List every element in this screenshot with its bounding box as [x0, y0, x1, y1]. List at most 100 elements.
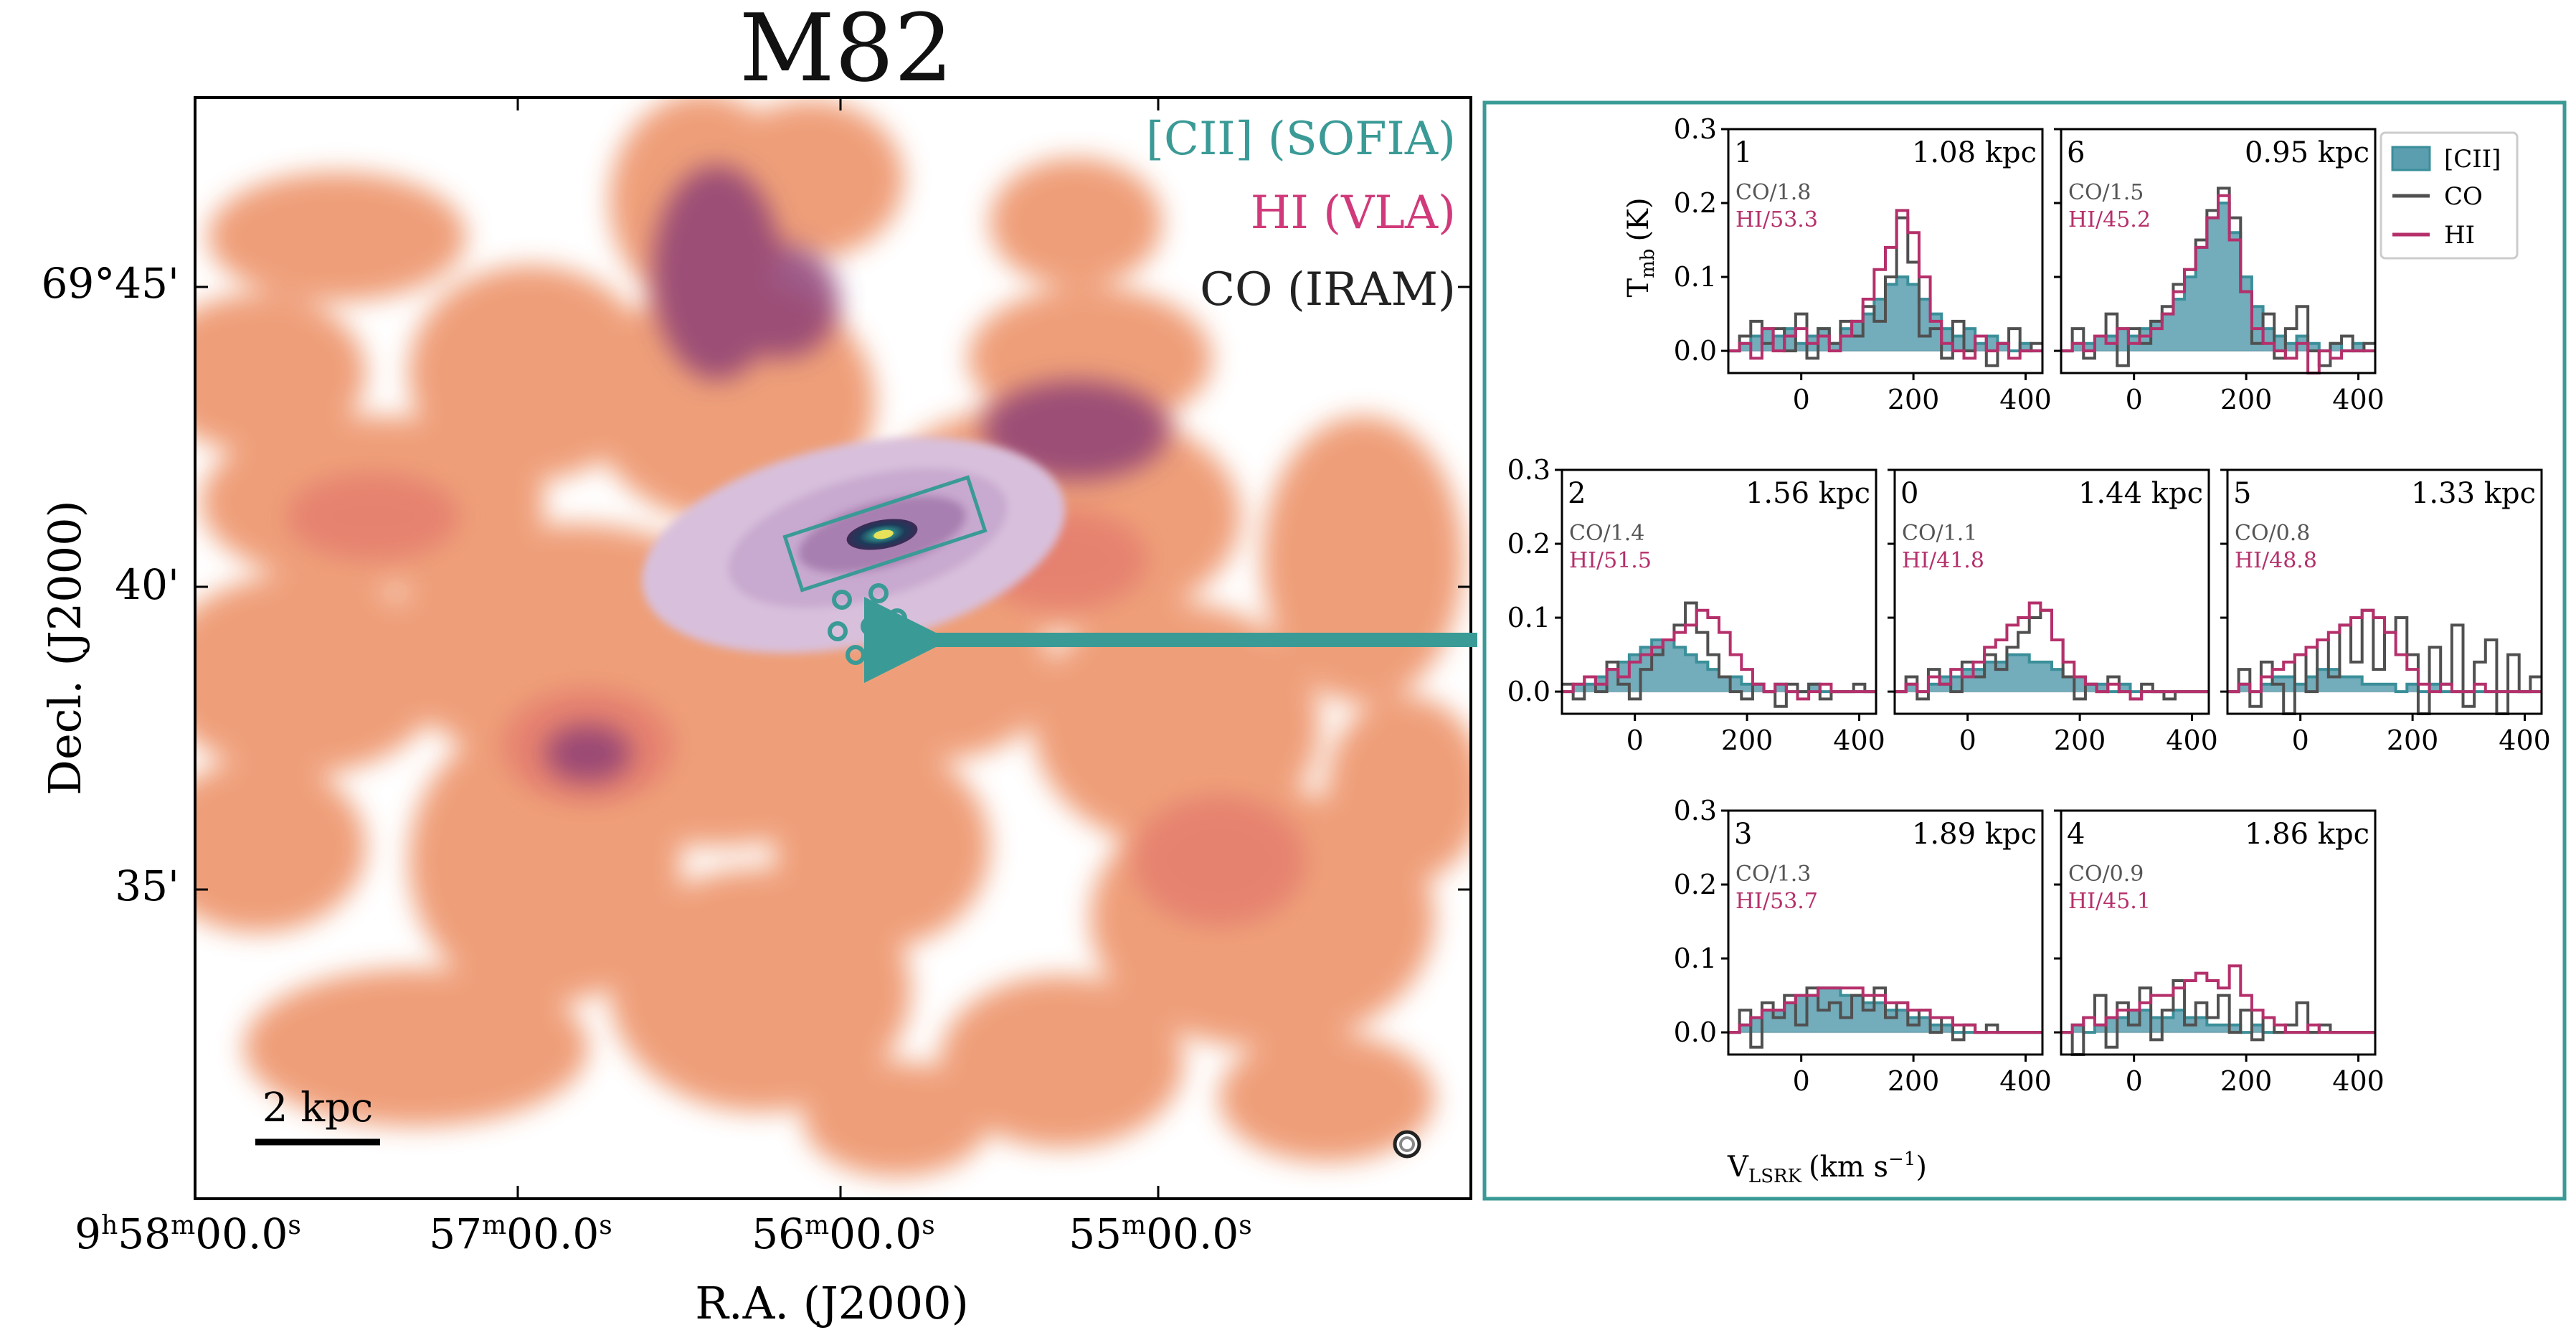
xtick-label: 200: [1888, 1065, 1940, 1097]
panel-id: 3: [1734, 818, 1752, 851]
pointing-4: [846, 645, 866, 665]
ytick-label: 0.1: [1674, 261, 1717, 293]
spectrum-panel-0: 0 200 400 0 1.44 kpc CO/1.1HI/41.8: [1888, 468, 2218, 756]
xtick-label: 400: [2166, 725, 2218, 756]
hi-line-3: [1728, 986, 2042, 1034]
ytick-label: 0.2: [1674, 187, 1717, 219]
ytick-label: 0.3: [1674, 795, 1717, 826]
xtick-label: 400: [1999, 1065, 2052, 1097]
panel-frame: [2226, 468, 2543, 715]
hi-scale-label: HI/41.8: [1902, 548, 1984, 573]
spectrum-panel-4: 0 200 400 4 1.86 kpc CO/0.9HI/45.1: [2054, 809, 2385, 1097]
hi-scale-label: HI/45.1: [2068, 889, 2151, 914]
legend-co-label: CO: [2444, 182, 2483, 211]
map-ylabel: Decl. (J2000): [39, 500, 91, 795]
xtick-label: 200: [2387, 725, 2439, 756]
panel-bg: [2227, 470, 2542, 714]
map-ytick-1: 40': [115, 560, 179, 609]
hi-scale-label: HI/53.3: [1736, 207, 1818, 232]
spectrum-panel-3: 0 200 400 0.0 0.1 0.2 0.3 3 1.89 kpc CO/1.3HI/53.…: [1674, 795, 2052, 1097]
map-panel: 2 kpc [CII] (SOFIA) HI (VLA) CO (IRAM) 6…: [39, 96, 1472, 1329]
ytick-label: 0.0: [1674, 335, 1717, 367]
spectrum-panel-1: 0 200 400 0.0 0.1 0.2 0.3 1 1.08 kpc CO/1.8HI/53.…: [1674, 113, 2052, 415]
spectra-legend: [CII] CO HI: [2380, 131, 2519, 260]
xtick-label: 0: [1626, 725, 1644, 756]
spectra-ylabel: Tmb(K): [1622, 197, 1659, 297]
xtick-label: 400: [1999, 384, 2052, 415]
panel-frame: [1561, 468, 1877, 715]
co-scale-label: CO/0.8: [2235, 521, 2310, 546]
pointing-2: [832, 590, 852, 610]
legend-co: CO (IRAM): [1200, 263, 1456, 316]
co-scale-label: CO/1.1: [1902, 521, 1977, 546]
xtick-label: 0: [1959, 725, 1976, 756]
panel-id: 2: [1568, 477, 1586, 510]
cii-fill-0: [1895, 654, 2209, 692]
ytick-label: 0.0: [1507, 676, 1550, 707]
co-line-5: [2227, 608, 2542, 715]
co-scale-label: CO/1.4: [1569, 521, 1644, 546]
spectrum-panel-6: 0 200 400 6 0.95 kpc CO/1.5HI/45.2: [2054, 128, 2385, 415]
map-xlabel: R.A. (J2000): [695, 1277, 969, 1329]
legend-hi-label: HI: [2444, 221, 2475, 250]
panel-frame: [1893, 468, 2210, 715]
ytick-label: 0.3: [1674, 113, 1717, 145]
xtick-label: 200: [1888, 384, 1940, 415]
hi-line-4: [2061, 964, 2375, 1034]
panel-id: 1: [1734, 136, 1752, 169]
panel-distance: 1.86 kpc: [2245, 818, 2369, 851]
panel-frame: [2060, 809, 2377, 1056]
panel-id: 5: [2233, 477, 2251, 510]
hi-emission-map: [195, 98, 1471, 1176]
panel-frame: [1727, 128, 2044, 374]
panel-distance: 1.44 kpc: [2078, 477, 2203, 510]
map-xtick-2: 56m00.0s: [752, 1209, 935, 1258]
xtick-label: 0: [2126, 1065, 2143, 1097]
xtick-label: 0: [2292, 725, 2309, 756]
figure-title: M82: [739, 0, 954, 103]
ytick-label: 0.3: [1507, 454, 1550, 486]
panel-distance: 1.33 kpc: [2411, 477, 2536, 510]
xtick-label: 400: [1833, 725, 1885, 756]
legend-cii-label: [CII]: [2444, 145, 2501, 174]
map-frame: [194, 96, 1472, 1200]
ytick-label: 0.1: [1674, 943, 1717, 974]
hi-line-1: [1728, 209, 2042, 360]
xtick-label: 0: [2126, 384, 2143, 415]
spectrum-panel-5: 0 200 400 5 1.33 kpc CO/0.8HI/48.8: [2220, 468, 2551, 756]
hi-scale-label: HI/53.7: [1736, 889, 1818, 914]
co-line-1: [1728, 216, 2042, 367]
xtick-label: 200: [2054, 725, 2106, 756]
legend-cii-swatch: [2391, 146, 2431, 171]
panel-id: 0: [1900, 477, 1918, 510]
xtick-label: 200: [2220, 1065, 2273, 1097]
spectra-xlabel: VLSRK (km s−1): [1727, 1149, 1927, 1187]
xtick-label: 0: [1793, 384, 1810, 415]
legend-hi: HI (VLA): [1251, 187, 1456, 240]
panel-distance: 1.08 kpc: [1912, 136, 2037, 169]
ytick-label: 0.2: [1674, 869, 1717, 900]
hi-scale-label: HI/48.8: [2235, 548, 2317, 573]
panel-distance: 0.95 kpc: [2245, 136, 2369, 169]
hi-scale-label: HI/51.5: [1569, 548, 1652, 573]
beam-marker: [1393, 1130, 1421, 1159]
xtick-label: 400: [2332, 1065, 2385, 1097]
hi-line-2: [1562, 608, 1876, 701]
ytick-label: 0.0: [1674, 1017, 1717, 1048]
hi-scale-label: HI/45.2: [2068, 207, 2151, 232]
cii-fill-6: [2061, 203, 2375, 352]
hi-line-5: [2227, 608, 2542, 694]
ytick-label: 0.2: [1507, 528, 1550, 560]
xtick-label: 200: [2220, 384, 2273, 415]
panel-id: 4: [2067, 818, 2085, 851]
ytick-label: 0.1: [1507, 602, 1550, 633]
spectrum-panel-2: 0 200 400 0.0 0.1 0.2 0.3 2 1.56 kpc CO/1.4HI/51.…: [1507, 454, 1885, 756]
panel-frame: [2060, 128, 2377, 374]
cii-coverage-box: [782, 475, 988, 593]
pointing-3: [828, 621, 848, 641]
xtick-label: 400: [2332, 384, 2385, 415]
map-ytick-0: 69°45': [41, 259, 179, 308]
scale-bar-label: 2 kpc: [262, 1085, 374, 1131]
co-line-4: [2061, 978, 2375, 1056]
